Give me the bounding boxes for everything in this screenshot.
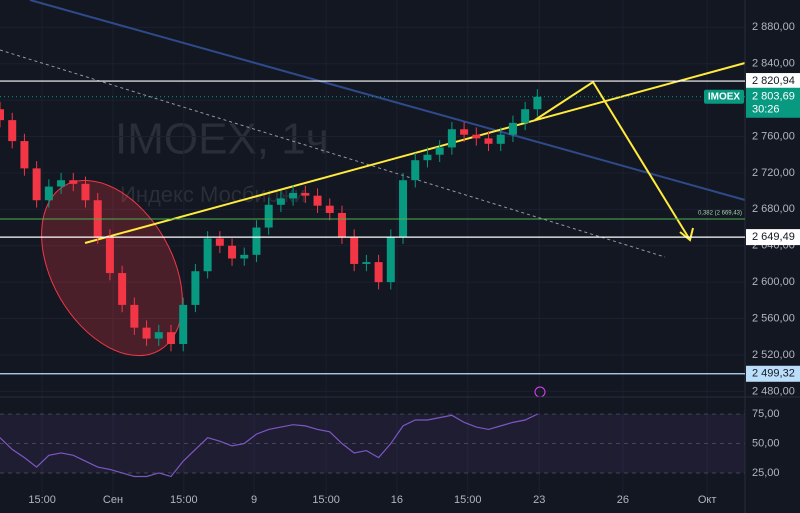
candle-body xyxy=(350,236,359,264)
watermark-subtitle: Индекс Мосбиржи xyxy=(120,182,306,207)
candle-body xyxy=(411,160,420,181)
candle-body xyxy=(423,154,432,161)
countdown-label: 30:26 xyxy=(752,104,780,116)
last-price-box xyxy=(746,87,800,118)
candle-body xyxy=(484,138,493,144)
y-tick-label: 2 600,00 xyxy=(752,276,795,288)
x-tick-label: 9 xyxy=(251,494,257,506)
rsi-line xyxy=(0,413,538,478)
x-tick-label: Сен xyxy=(103,494,123,506)
candle-body xyxy=(130,304,139,328)
rsi-band xyxy=(0,414,745,473)
candle-body xyxy=(240,254,249,259)
candle-body xyxy=(374,262,383,283)
candle-body xyxy=(386,236,395,283)
y-tick-label: 2 840,00 xyxy=(752,58,795,70)
rsi-tick-label: 25,00 xyxy=(752,467,780,479)
candle-body xyxy=(325,205,334,213)
candle-body xyxy=(191,271,200,305)
candle-body xyxy=(32,168,41,201)
x-tick-label: 16 xyxy=(391,494,403,506)
candle-body xyxy=(435,147,444,155)
candle-body xyxy=(289,192,298,199)
candle-body xyxy=(496,134,505,144)
candle-body xyxy=(8,120,17,142)
fib-label: 0,382 (2 669,43) xyxy=(698,211,742,217)
symbol-box xyxy=(704,89,744,104)
candle-body xyxy=(93,200,102,237)
x-tick-label: 15:00 xyxy=(170,494,198,506)
candle-body xyxy=(81,183,90,201)
trend-line xyxy=(29,0,746,201)
y-tick-label: 2 480,00 xyxy=(752,385,795,397)
rsi-tick-label: 75,00 xyxy=(752,408,780,420)
x-tick-label: 23 xyxy=(533,494,545,506)
candle-body xyxy=(166,332,175,345)
x-tick-label: 15:00 xyxy=(454,494,482,506)
candle-body xyxy=(105,236,114,274)
candle-body xyxy=(276,198,285,205)
candle-body xyxy=(179,304,188,345)
x-tick-label: 15:00 xyxy=(28,494,56,506)
candle-body xyxy=(533,96,542,110)
y-tick-label: 2 520,00 xyxy=(752,349,795,361)
y-tick-label: 2 720,00 xyxy=(752,167,795,179)
candle-body xyxy=(118,273,127,305)
candle-body xyxy=(142,327,151,339)
candle-body xyxy=(69,180,78,184)
dashed-line xyxy=(0,49,666,258)
candle-body xyxy=(362,262,371,264)
candle-body xyxy=(154,332,163,339)
candle-body xyxy=(215,238,224,246)
candle-body xyxy=(460,129,469,135)
candle-body xyxy=(252,227,261,255)
y-tick-label: 2 680,00 xyxy=(752,203,795,215)
y-tick-label: 2 880,00 xyxy=(752,21,795,33)
candle-body xyxy=(313,195,322,206)
candle-body xyxy=(472,134,481,139)
candle-body xyxy=(399,180,408,237)
price-label: 2 499,32 xyxy=(752,368,795,380)
watermark-title: IMOEX, 1ч xyxy=(115,115,329,164)
candle-body xyxy=(228,245,237,259)
candle-body xyxy=(447,129,456,148)
price-label-box xyxy=(746,229,800,246)
rsi-tick-label: 50,00 xyxy=(752,437,780,449)
candle-body xyxy=(301,192,310,196)
candle-body xyxy=(0,109,4,121)
x-tick-label: Окт xyxy=(698,494,717,506)
x-tick-label: 26 xyxy=(617,494,629,506)
last-price-label: 2 803,69 xyxy=(752,91,795,103)
arrow-head xyxy=(679,227,694,242)
y-tick-label: 2 560,00 xyxy=(752,312,795,324)
price-label: 2 820,94 xyxy=(752,75,795,87)
candle-body xyxy=(20,141,29,169)
price-label-box xyxy=(746,73,800,90)
candle-body xyxy=(337,212,346,237)
candle-body xyxy=(508,122,517,135)
x-tick-label: 15:00 xyxy=(312,494,340,506)
price-label: 2 649,49 xyxy=(752,231,795,243)
candle-body xyxy=(264,204,273,228)
candle-body xyxy=(57,180,66,187)
symbol-label: IMOEX xyxy=(708,91,741,102)
candle-body xyxy=(44,186,53,201)
price-label-box xyxy=(746,365,800,382)
forecast-arrow xyxy=(534,80,691,241)
y-tick-label: 2 760,00 xyxy=(752,130,795,142)
candle-body xyxy=(203,238,212,272)
candle-body xyxy=(521,109,530,123)
